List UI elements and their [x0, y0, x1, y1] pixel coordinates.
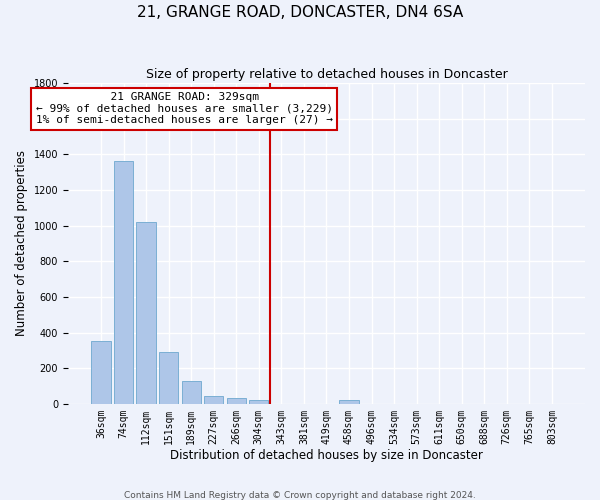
Text: Contains HM Land Registry data © Crown copyright and database right 2024.: Contains HM Land Registry data © Crown c… — [124, 490, 476, 500]
Bar — [204, 396, 223, 404]
Bar — [91, 340, 110, 404]
X-axis label: Distribution of detached houses by size in Doncaster: Distribution of detached houses by size … — [170, 450, 483, 462]
Bar — [182, 380, 201, 404]
Bar — [114, 162, 133, 404]
Title: Size of property relative to detached houses in Doncaster: Size of property relative to detached ho… — [146, 68, 508, 80]
Y-axis label: Number of detached properties: Number of detached properties — [15, 150, 28, 336]
Bar — [249, 400, 268, 404]
Text: 21 GRANGE ROAD: 329sqm  
← 99% of detached houses are smaller (3,229)
1% of semi: 21 GRANGE ROAD: 329sqm ← 99% of detached… — [36, 92, 333, 125]
Bar — [227, 398, 246, 404]
Bar — [136, 222, 155, 404]
Bar — [340, 400, 359, 404]
Bar — [159, 352, 178, 404]
Text: 21, GRANGE ROAD, DONCASTER, DN4 6SA: 21, GRANGE ROAD, DONCASTER, DN4 6SA — [137, 5, 463, 20]
